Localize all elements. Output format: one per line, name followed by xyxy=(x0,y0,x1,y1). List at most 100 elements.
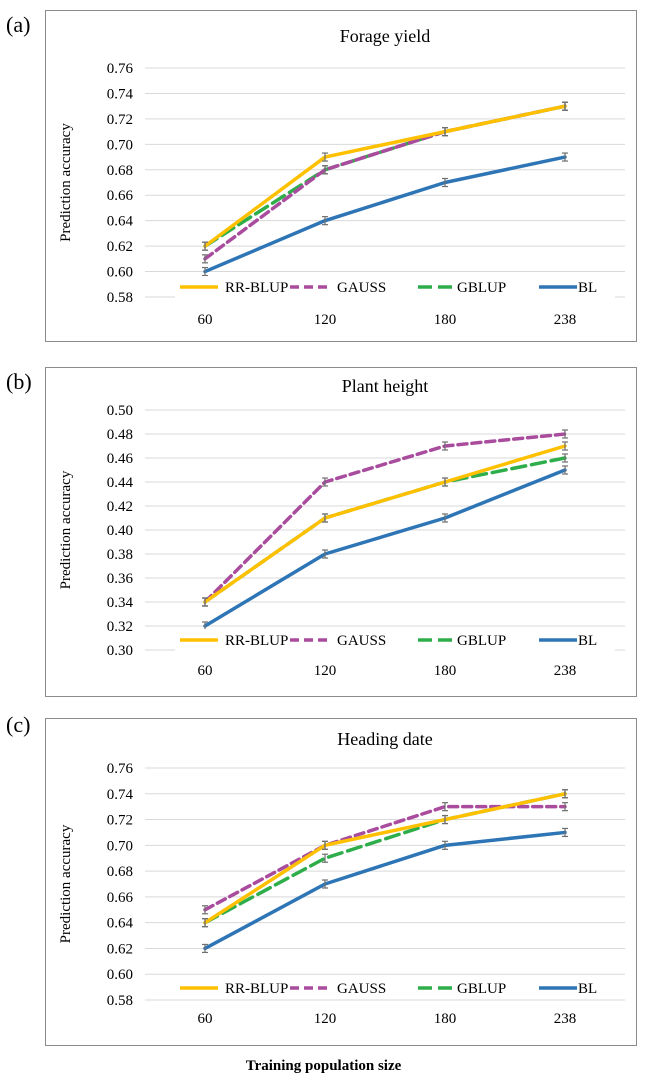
error-bar xyxy=(202,905,208,915)
series-line-rr-blup xyxy=(203,792,567,925)
y-tick-label: 0.64 xyxy=(107,916,134,932)
series-line-bl xyxy=(203,830,567,951)
error-bar xyxy=(442,513,448,523)
y-tick-label: 0.62 xyxy=(107,239,133,255)
legend-label-bl: BL xyxy=(578,981,597,997)
series-line-gauss xyxy=(203,104,567,261)
y-tick-label: 0.40 xyxy=(107,523,133,539)
legend-label-rr-blup: RR-BLUP xyxy=(225,633,288,649)
heading-date-chart: Heading date Prediction accuracy 0.58 0.60 0… xyxy=(58,729,625,1027)
overall-x-axis-label: Training population size xyxy=(245,1058,402,1074)
x-tick-label: 60 xyxy=(198,312,213,328)
legend-background xyxy=(175,629,615,651)
y-axis-label: Prediction accuracy xyxy=(58,123,74,242)
forage-yield-chart: Forage yield Prediction accuracy 0.58 0.60 0… xyxy=(58,26,625,328)
legend-label-gblup: GBLUP xyxy=(457,280,506,296)
x-tick-label: 180 xyxy=(434,312,457,328)
y-tick-label: 0.44 xyxy=(107,475,134,491)
plant-height-chart: Plant height Prediction accuracy 0.30 0.32 0… xyxy=(58,376,625,679)
x-tick-label: 238 xyxy=(554,663,577,679)
y-axis-label: Prediction accuracy xyxy=(58,824,74,943)
x-tick-label: 60 xyxy=(198,1011,213,1027)
y-tick-label: 0.48 xyxy=(107,427,133,443)
x-tick-label: 238 xyxy=(554,312,577,328)
y-tick-label: 0.74 xyxy=(107,787,134,803)
error-bar xyxy=(562,152,568,162)
x-tick-label: 180 xyxy=(434,1011,457,1027)
legend-label-gauss: GAUSS xyxy=(337,981,386,997)
y-tick-label: 0.72 xyxy=(107,813,133,829)
error-bar xyxy=(322,549,328,559)
x-tick-label: 120 xyxy=(314,663,337,679)
legend-label-gblup: GBLUP xyxy=(457,633,506,649)
error-bar xyxy=(562,827,568,838)
y-tick-label: 0.30 xyxy=(107,643,133,659)
error-bar xyxy=(442,441,448,451)
error-bar xyxy=(202,241,208,251)
chart-title: Forage yield xyxy=(340,26,430,46)
y-tick-label: 0.36 xyxy=(107,571,134,587)
error-bar xyxy=(442,802,448,812)
error-bar xyxy=(202,918,208,928)
legend-background xyxy=(175,276,615,298)
y-axis-label: Prediction accuracy xyxy=(58,470,74,589)
y-tick-label: 0.64 xyxy=(107,214,134,230)
error-bar xyxy=(442,177,448,188)
error-bar xyxy=(562,453,568,463)
error-bar xyxy=(442,127,448,137)
y-tick-label: 0.58 xyxy=(107,993,133,1009)
y-tick-label: 0.76 xyxy=(107,61,134,77)
panel-label-c: (c) xyxy=(6,712,31,737)
series-line-rr-blup xyxy=(203,104,567,248)
y-tick-label: 0.60 xyxy=(107,967,133,983)
y-tick-label: 0.76 xyxy=(107,761,134,777)
error-bar xyxy=(562,101,568,111)
error-bar xyxy=(442,477,448,487)
error-bar xyxy=(322,165,328,175)
series-line-gblup xyxy=(203,104,567,248)
error-bar xyxy=(322,513,328,523)
y-tick-label: 0.70 xyxy=(107,137,133,153)
x-tick-label: 120 xyxy=(314,312,337,328)
error-bar xyxy=(322,477,328,487)
y-tick-label: 0.58 xyxy=(107,290,133,306)
y-tick-label: 0.32 xyxy=(107,619,133,635)
error-bar xyxy=(202,943,208,954)
series-line-gauss xyxy=(203,432,567,604)
legend-label-bl: BL xyxy=(578,633,597,649)
x-tick-label: 238 xyxy=(554,1011,577,1027)
error-bar xyxy=(202,266,208,277)
y-tick-label: 0.68 xyxy=(107,163,133,179)
series-line-gblup xyxy=(203,792,567,925)
series-line-bl xyxy=(203,155,567,274)
y-tick-label: 0.60 xyxy=(107,265,133,281)
legend-label-gauss: GAUSS xyxy=(337,633,386,649)
legend-background xyxy=(175,977,615,999)
y-tick-label: 0.66 xyxy=(107,188,134,204)
chart-title: Heading date xyxy=(337,729,432,749)
chart-title: Plant height xyxy=(342,376,429,396)
error-bar xyxy=(322,853,328,863)
legend-label-bl: BL xyxy=(578,280,597,296)
error-bar xyxy=(322,840,328,850)
y-tick-label: 0.70 xyxy=(107,838,133,854)
y-tick-label: 0.38 xyxy=(107,547,133,563)
y-tick-label: 0.72 xyxy=(107,112,133,128)
y-tick-label: 0.62 xyxy=(107,941,133,957)
error-bar xyxy=(202,597,208,607)
panel-label-a: (a) xyxy=(6,12,31,37)
y-tick-label: 0.66 xyxy=(107,890,134,906)
y-tick-label: 0.46 xyxy=(107,451,134,467)
error-bar xyxy=(562,789,568,799)
y-tick-label: 0.42 xyxy=(107,499,133,515)
error-bar xyxy=(442,814,448,825)
error-bar xyxy=(202,254,208,264)
legend-label-gauss: GAUSS xyxy=(337,280,386,296)
error-bar xyxy=(562,465,568,475)
y-tick-label: 0.74 xyxy=(107,86,134,102)
series-line-rr-blup xyxy=(203,444,567,604)
error-bar xyxy=(442,840,448,850)
series-line-bl xyxy=(203,468,567,628)
error-bar xyxy=(562,802,568,812)
legend-label-gblup: GBLUP xyxy=(457,981,506,997)
